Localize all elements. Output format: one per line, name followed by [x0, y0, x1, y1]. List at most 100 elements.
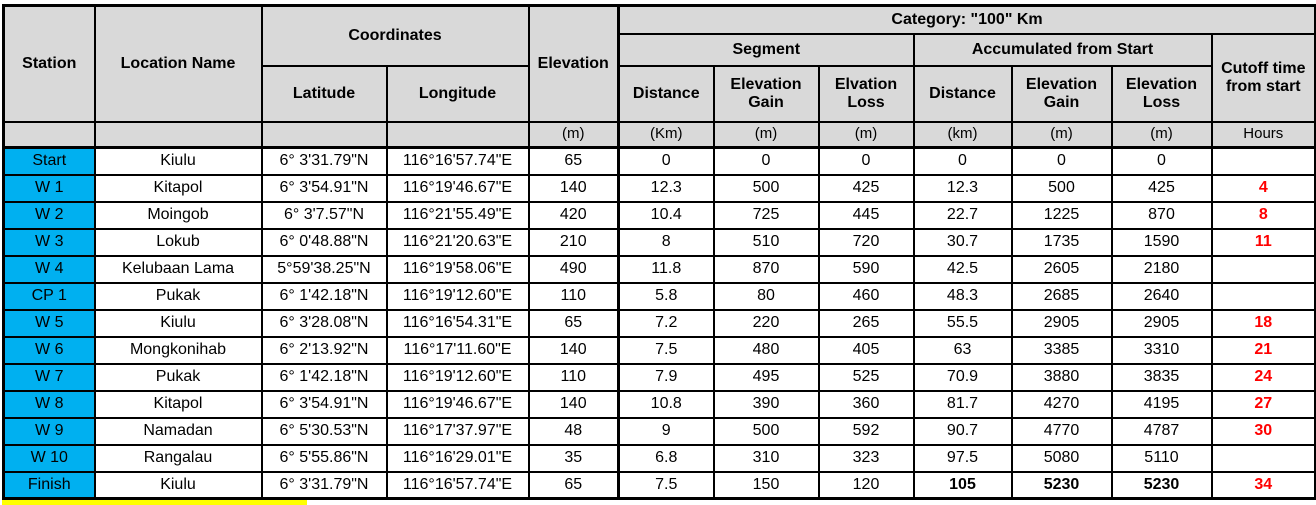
cell-seg-distance: 7.9 [617, 362, 715, 392]
cell-acc-distance: 55.5 [912, 308, 1013, 338]
cell-cutoff [1210, 254, 1316, 284]
table-row: CP 1 Pukak 6° 1'42.18"N 116°19'12.60"E 110 5.… [2, 281, 1316, 311]
cell-acc-gain: 5080 [1010, 443, 1113, 473]
cell-acc-loss: 2905 [1110, 308, 1213, 338]
unit-cell-empty [93, 120, 263, 149]
cell-seg-distance: 12.3 [617, 173, 715, 203]
cell-station: W 4 [2, 254, 96, 284]
cell-elevation: 35 [527, 443, 620, 473]
cell-seg-gain: 480 [712, 335, 820, 365]
cell-acc-distance: 97.5 [912, 443, 1013, 473]
unit-accumulated-gain: (m) [1010, 120, 1113, 149]
cell-acc-loss: 425 [1110, 173, 1213, 203]
cell-seg-distance: 7.5 [617, 335, 715, 365]
cell-latitude: 6° 2'13.92"N [260, 335, 388, 365]
cell-seg-loss: 720 [817, 227, 915, 257]
cell-cutoff: 18 [1210, 308, 1316, 338]
cell-latitude: 6° 3'7.57"N [260, 200, 388, 230]
cell-acc-loss: 5230 [1110, 470, 1213, 500]
header-row-category: Station Location Name Coordinates Elevat… [2, 4, 1316, 123]
cell-longitude: 116°16'54.31"E [385, 308, 530, 338]
header-longitude: Longitude [385, 64, 530, 123]
unit-segment-loss: (m) [817, 120, 915, 149]
cell-longitude: 116°19'12.60"E [385, 281, 530, 311]
cell-acc-gain: 4270 [1010, 389, 1113, 419]
cell-seg-gain: 510 [712, 227, 820, 257]
header-elevation: Elevation [527, 4, 620, 123]
cell-elevation: 110 [527, 281, 620, 311]
cell-acc-loss: 870 [1110, 200, 1213, 230]
cell-station: W 10 [2, 443, 96, 473]
cell-cutoff: 30 [1210, 416, 1316, 446]
table-row: W 5 Kiulu 6° 3'28.08"N 116°16'54.31"E 65 7.2 2… [2, 308, 1316, 338]
table-header: Station Location Name Coordinates Elevat… [2, 4, 1316, 149]
cell-seg-loss: 0 [817, 146, 915, 176]
cell-acc-loss: 2640 [1110, 281, 1213, 311]
unit-cell-empty [385, 120, 530, 149]
cell-seg-distance: 8 [617, 227, 715, 257]
cell-longitude: 116°16'57.74"E [385, 470, 530, 500]
cell-acc-distance: 70.9 [912, 362, 1013, 392]
cell-acc-loss: 2180 [1110, 254, 1213, 284]
cell-seg-gain: 220 [712, 308, 820, 338]
table-row: W 6 Mongkonihab 6° 2'13.92"N 116°17'11.60"E… [2, 335, 1316, 365]
table-row: Start Kiulu 6° 3'31.79"N 116°16'57.74"E 65 0 0… [2, 146, 1316, 176]
header-segment: Segment [617, 32, 915, 67]
unit-elevation: (m) [527, 120, 620, 149]
unit-accumulated-distance: (km) [912, 120, 1013, 149]
cell-location: Kiulu [93, 308, 263, 338]
unit-cutoff-hours: Hours [1210, 120, 1316, 149]
cell-longitude: 116°17'11.60"E [385, 335, 530, 365]
cell-acc-distance: 42.5 [912, 254, 1013, 284]
cell-acc-distance: 63 [912, 335, 1013, 365]
cell-latitude: 6° 3'31.79"N [260, 146, 388, 176]
cell-acc-distance: 48.3 [912, 281, 1013, 311]
cell-seg-gain: 870 [712, 254, 820, 284]
cell-acc-distance: 12.3 [912, 173, 1013, 203]
cell-cutoff [1210, 443, 1316, 473]
cell-longitude: 116°17'37.97"E [385, 416, 530, 446]
header-segment-elevation-loss: Elvation Loss [817, 64, 915, 123]
cell-station: W 2 [2, 200, 96, 230]
cell-acc-distance: 22.7 [912, 200, 1013, 230]
table-row: W 3 Lokub 6° 0'48.88"N 116°21'20.63"E 210 8 51… [2, 227, 1316, 257]
cell-station: W 8 [2, 389, 96, 419]
cell-station: W 5 [2, 308, 96, 338]
table-row: W 4 Kelubaan Lama 5°59'38.25"N 116°19'58.06… [2, 254, 1316, 284]
cell-longitude: 116°21'20.63"E [385, 227, 530, 257]
cell-latitude: 5°59'38.25"N [260, 254, 388, 284]
cell-cutoff: 27 [1210, 389, 1316, 419]
unit-cell-empty [2, 120, 96, 149]
cell-cutoff: 34 [1210, 470, 1316, 500]
header-location-name: Location Name [93, 4, 263, 123]
cell-seg-loss: 265 [817, 308, 915, 338]
cell-location: Kelubaan Lama [93, 254, 263, 284]
cell-acc-gain: 2905 [1010, 308, 1113, 338]
cell-latitude: 6° 0'48.88"N [260, 227, 388, 257]
cell-station: Finish [2, 470, 96, 500]
table-row: W 7 Pukak 6° 1'42.18"N 116°19'12.60"E 110 7.9… [2, 362, 1316, 392]
cell-seg-distance: 9 [617, 416, 715, 446]
cell-elevation: 110 [527, 362, 620, 392]
cell-elevation: 48 [527, 416, 620, 446]
cell-acc-distance: 105 [912, 470, 1013, 500]
cell-location: Kitapol [93, 389, 263, 419]
cell-acc-gain: 5230 [1010, 470, 1113, 500]
cell-acc-loss: 1590 [1110, 227, 1213, 257]
cell-station: W 1 [2, 173, 96, 203]
cell-longitude: 116°16'57.74"E [385, 146, 530, 176]
cell-latitude: 6° 1'42.18"N [260, 281, 388, 311]
cell-location: Lokub [93, 227, 263, 257]
cell-station: CP 1 [2, 281, 96, 311]
cell-seg-distance: 11.8 [617, 254, 715, 284]
table-row: W 2 Moingob 6° 3'7.57"N 116°21'55.49"E 420 10… [2, 200, 1316, 230]
header-accumulated-elevation-loss: Elevation Loss [1110, 64, 1213, 123]
cell-longitude: 116°19'12.60"E [385, 362, 530, 392]
cell-latitude: 6° 3'28.08"N [260, 308, 388, 338]
cell-location: Kiulu [93, 470, 263, 500]
cell-acc-loss: 3835 [1110, 362, 1213, 392]
cell-cutoff: 11 [1210, 227, 1316, 257]
cell-location: Pukak [93, 362, 263, 392]
header-cutoff: Cutoff time from start [1210, 32, 1316, 123]
cell-acc-gain: 4770 [1010, 416, 1113, 446]
